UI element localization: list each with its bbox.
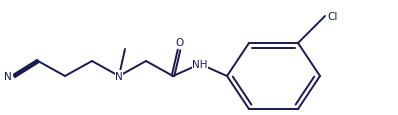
Text: Cl: Cl: [327, 12, 338, 22]
Text: N: N: [115, 71, 123, 81]
Text: O: O: [175, 38, 183, 48]
Text: NH: NH: [192, 59, 208, 69]
Text: N: N: [4, 71, 12, 81]
